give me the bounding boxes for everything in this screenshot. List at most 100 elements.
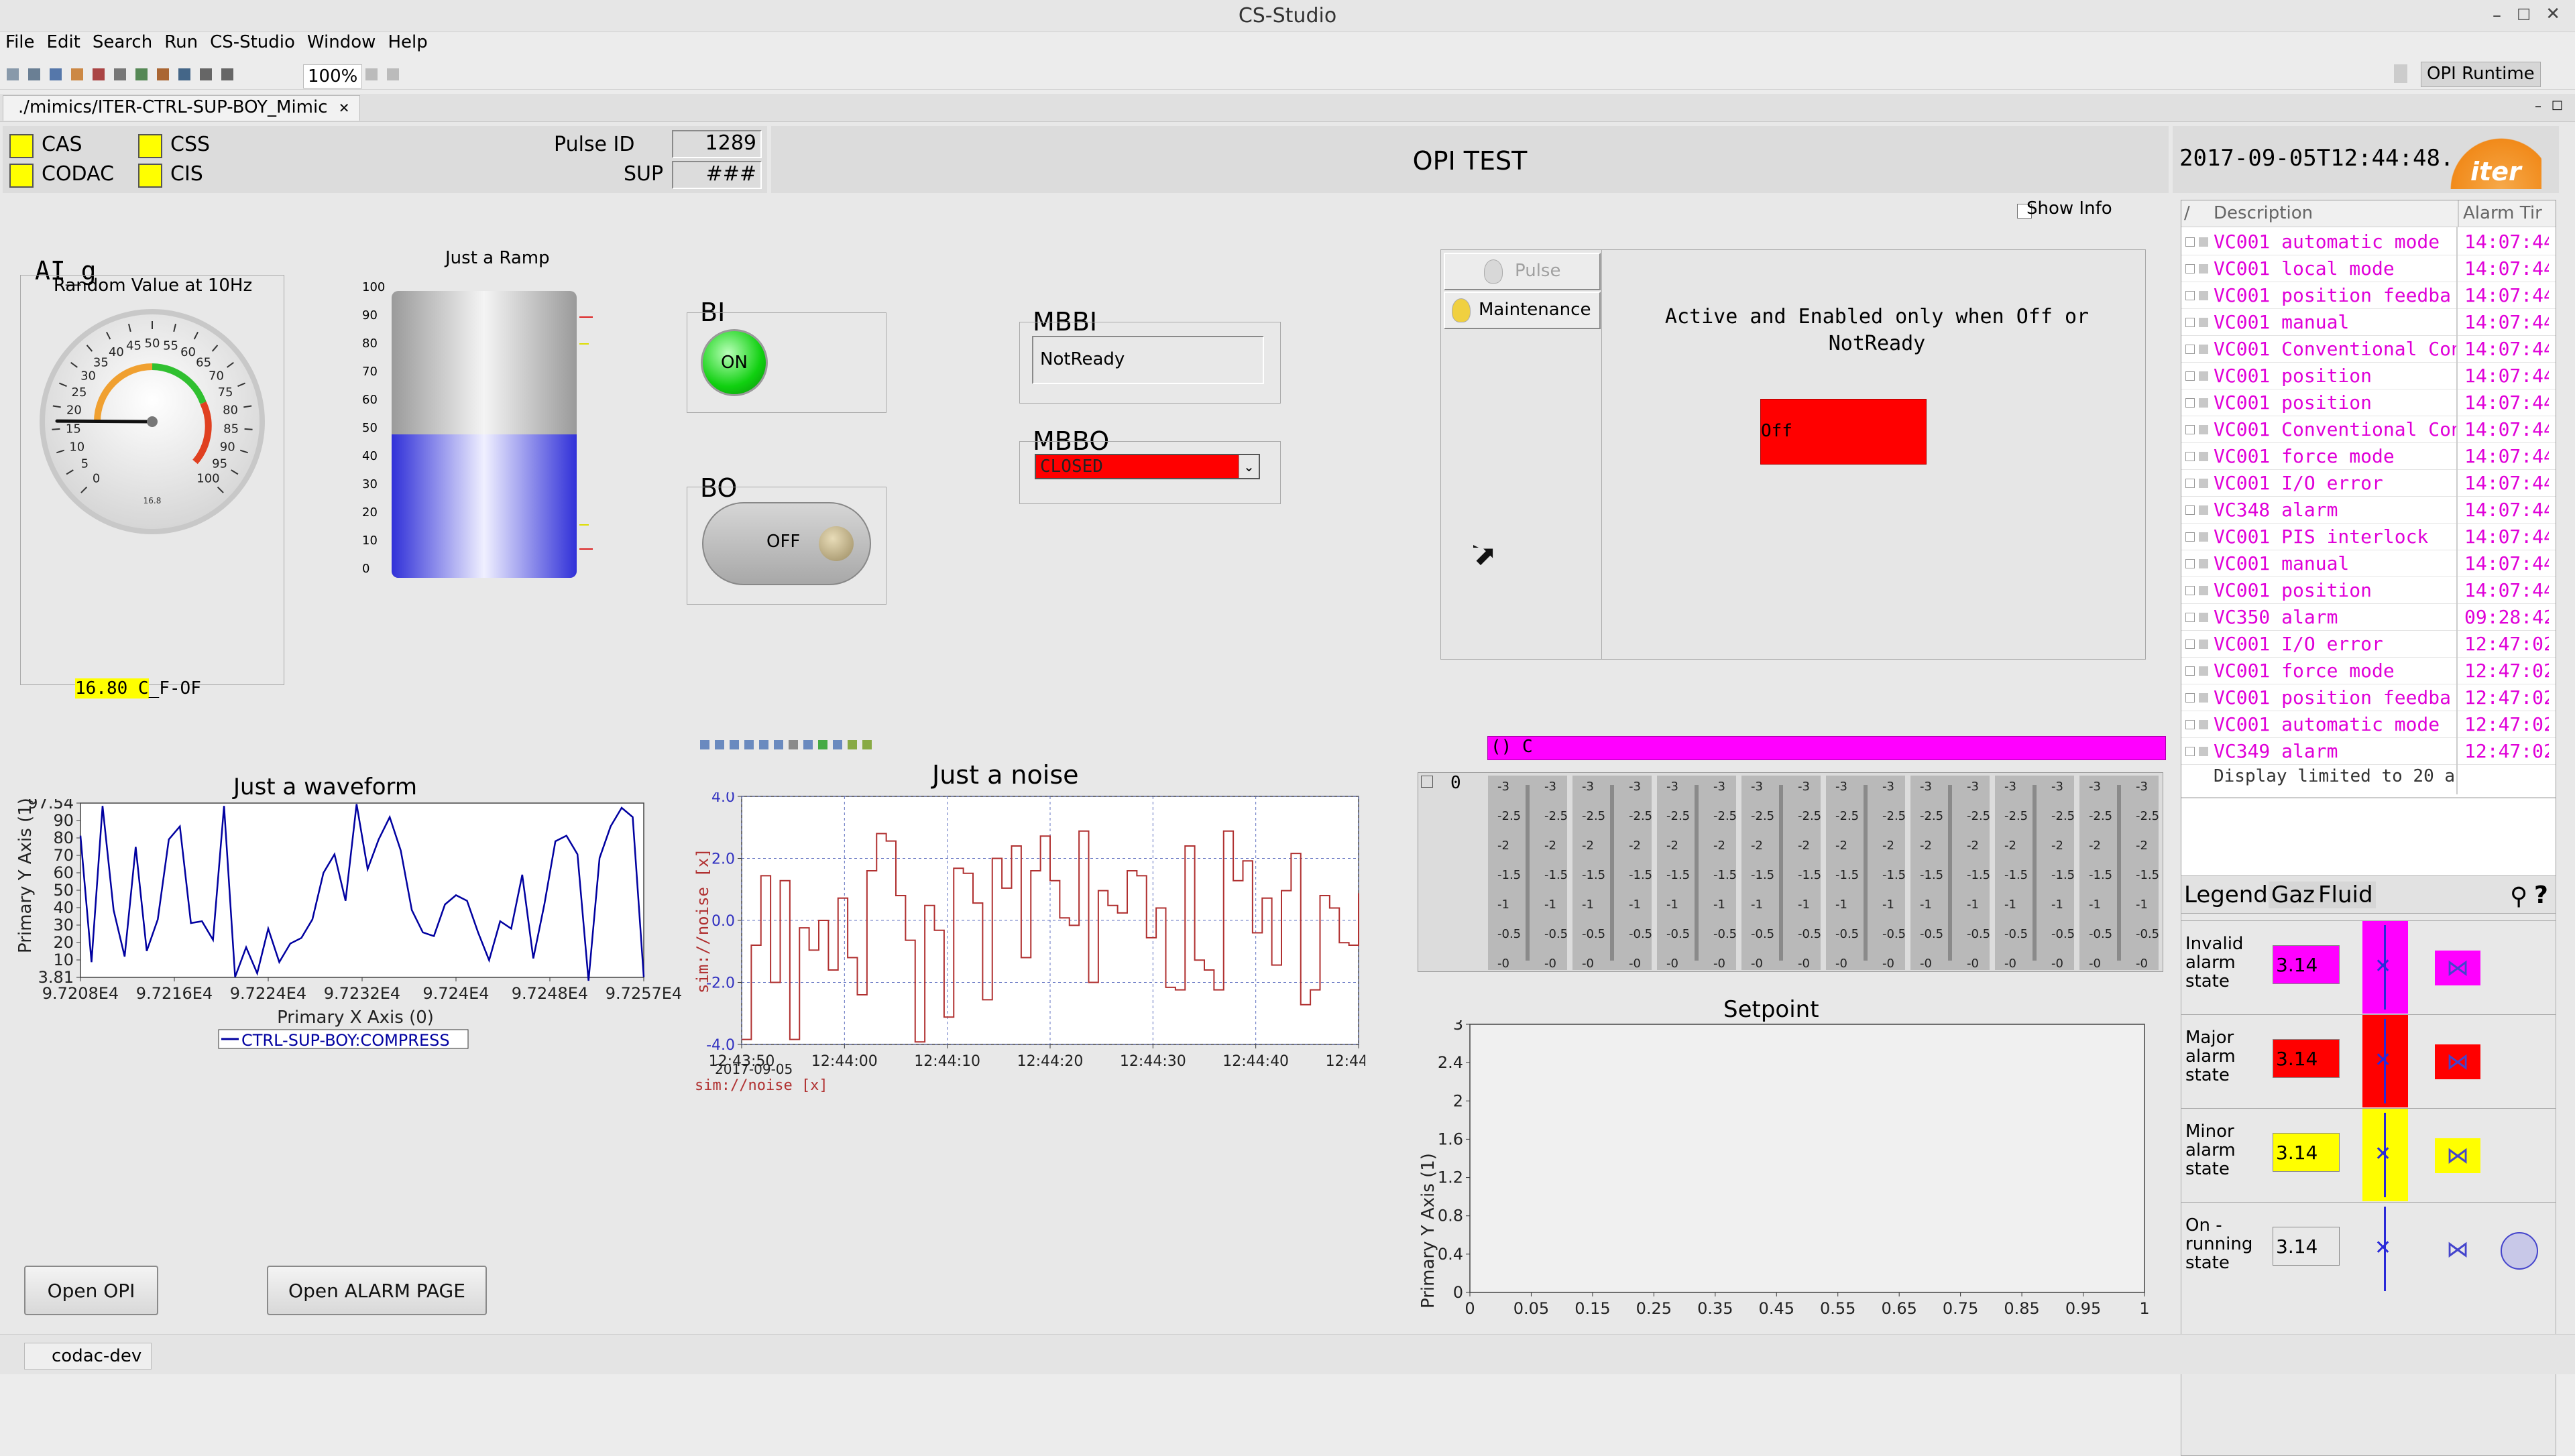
- menu-edit[interactable]: Edit: [47, 32, 80, 52]
- open-perspective-icon[interactable]: [2394, 64, 2407, 83]
- rubberband-icon[interactable]: [759, 740, 768, 749]
- zoom-combo[interactable]: 100%: [303, 64, 362, 88]
- maintenance-button[interactable]: Maintenance: [1444, 292, 1601, 329]
- column-alarm-time[interactable]: Alarm Tir: [2463, 203, 2554, 223]
- perspective-button[interactable]: OPI Runtime: [2421, 62, 2541, 87]
- column-description[interactable]: Description: [2214, 203, 2313, 223]
- alarm-ack-checkbox[interactable]: [2185, 640, 2195, 649]
- alarm-ack-checkbox[interactable]: [2185, 237, 2195, 247]
- alarm-ack-checkbox[interactable]: [2185, 398, 2195, 408]
- zoom-in-icon[interactable]: [700, 740, 709, 749]
- minimize-icon[interactable]: –: [2493, 5, 2501, 25]
- maximize-icon[interactable]: □: [2517, 5, 2531, 22]
- view-minimize-icon[interactable]: –: [2535, 98, 2541, 114]
- save-icon[interactable]: [28, 68, 40, 80]
- alarm-ack-checkbox[interactable]: [2185, 720, 2195, 729]
- alarm-ack-checkbox[interactable]: [2185, 345, 2195, 354]
- redo-icon[interactable]: [862, 740, 872, 749]
- alarm-ack-checkbox[interactable]: [2185, 613, 2195, 622]
- edit-icon[interactable]: [157, 68, 169, 80]
- zoom-out-icon[interactable]: [715, 740, 724, 749]
- bo-toggle[interactable]: OFF: [702, 502, 871, 585]
- alarm-ack-checkbox[interactable]: [2185, 371, 2195, 381]
- help-icon[interactable]: ?: [2534, 882, 2548, 909]
- print-icon[interactable]: [50, 68, 62, 80]
- snapshot-icon[interactable]: [789, 740, 798, 749]
- zoom-in-icon[interactable]: [200, 68, 212, 80]
- view-maximize-icon[interactable]: □: [2552, 98, 2563, 112]
- close-icon[interactable]: ✕: [2545, 4, 2560, 24]
- alarm-ack-checkbox[interactable]: [2185, 559, 2195, 568]
- alarm-ack-checkbox[interactable]: [2185, 586, 2195, 595]
- tab-close-icon[interactable]: ✕: [339, 100, 350, 116]
- add-pv-icon[interactable]: [818, 740, 827, 749]
- open-opi-button[interactable]: Open OPI: [24, 1266, 158, 1315]
- tab-fluid[interactable]: Fluid: [2315, 882, 2376, 908]
- new-icon[interactable]: [7, 68, 19, 80]
- y-tick-label: 80: [53, 829, 74, 847]
- chevron-down-icon[interactable]: ⌄: [1239, 455, 1259, 478]
- menu-window[interactable]: Window: [307, 32, 376, 52]
- column-divider[interactable]: [2458, 200, 2459, 227]
- alarm-ack-checkbox[interactable]: [2185, 318, 2195, 327]
- stop-icon[interactable]: [114, 68, 126, 80]
- alarm-ack-checkbox[interactable]: [2185, 291, 2195, 300]
- refresh-icon[interactable]: [135, 68, 148, 80]
- back-icon[interactable]: [365, 68, 378, 80]
- sort-column-icon[interactable]: /: [2184, 203, 2190, 223]
- undo-icon[interactable]: [848, 740, 857, 749]
- tool-icon[interactable]: [71, 68, 83, 80]
- menu-file[interactable]: File: [5, 32, 35, 52]
- meters-spinner-icon[interactable]: [1421, 776, 1433, 788]
- forward-icon[interactable]: [387, 68, 399, 80]
- menu-csstudio[interactable]: CS-Studio: [210, 32, 295, 52]
- menu-search[interactable]: Search: [93, 32, 152, 52]
- run-icon[interactable]: [93, 68, 105, 80]
- alarm-ack-checkbox[interactable]: [2185, 747, 2195, 756]
- tab-legend[interactable]: Legend: [2184, 882, 2268, 908]
- cursor-icon[interactable]: [774, 740, 783, 749]
- pan-icon[interactable]: [730, 740, 739, 749]
- alarm-ack-checkbox[interactable]: [2185, 452, 2195, 461]
- stagger-icon[interactable]: [744, 740, 754, 749]
- alarm-ack-checkbox[interactable]: [2185, 693, 2195, 703]
- search-icon[interactable]: ⚲: [2510, 883, 2527, 910]
- alarm-ack-checkbox[interactable]: [2185, 264, 2195, 274]
- alarm-ack-checkbox[interactable]: [2185, 532, 2195, 542]
- open-alarm-page-button[interactable]: Open ALARM PAGE: [267, 1266, 487, 1315]
- mbbo-combo[interactable]: CLOSED ⌄: [1035, 454, 1260, 479]
- menu-help[interactable]: Help: [388, 32, 427, 52]
- screenshot-icon[interactable]: [178, 68, 190, 80]
- menu-run[interactable]: Run: [164, 32, 198, 52]
- scroll-icon[interactable]: [833, 740, 842, 749]
- tab-gaz[interactable]: Gaz: [2269, 882, 2318, 908]
- pulse-button[interactable]: Pulse: [1444, 253, 1601, 290]
- alarm-ack-checkbox[interactable]: [2185, 479, 2195, 488]
- zoom-out-icon[interactable]: [221, 68, 233, 80]
- edit-chart-icon[interactable]: [803, 740, 813, 749]
- alarm-ack-checkbox[interactable]: [2185, 505, 2195, 515]
- alarm-ack-checkbox[interactable]: [2185, 425, 2195, 434]
- alarm-ack-checkbox[interactable]: [2185, 666, 2195, 676]
- editor-tab[interactable]: ./mimics/ITER-CTRL-SUP-BOY_Mimic ✕: [3, 95, 360, 121]
